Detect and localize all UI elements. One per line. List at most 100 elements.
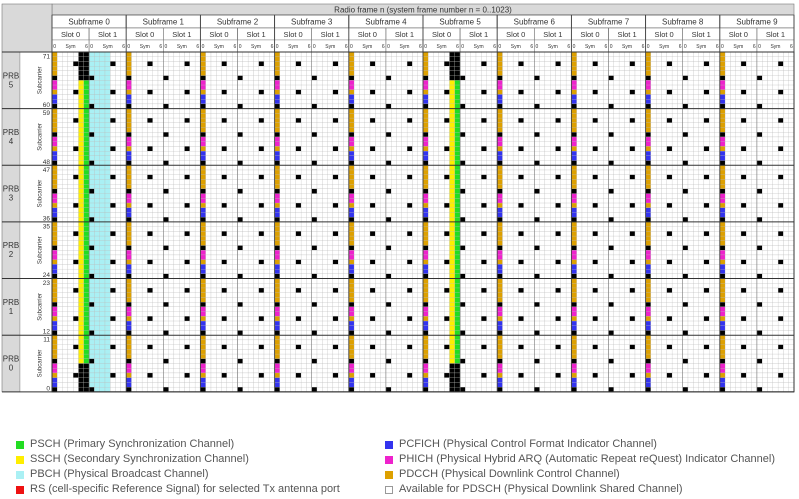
- resource-element-pdsch: [205, 66, 212, 72]
- resource-element-pdcch: [571, 127, 577, 133]
- resource-element-pdsch: [465, 61, 471, 67]
- sym-last-label: 6: [196, 44, 199, 50]
- resource-element-rs: [740, 202, 747, 208]
- resource-element-pdsch: [120, 207, 127, 213]
- resource-element-pdsch: [300, 122, 307, 128]
- resource-element-pdsch: [597, 160, 604, 166]
- resource-element-pdsch: [550, 150, 556, 156]
- resource-element-pdsch: [677, 136, 683, 142]
- resource-element-pdsch: [375, 207, 381, 213]
- resource-element-pdsch: [194, 108, 201, 114]
- resource-element-pdsch: [693, 99, 699, 105]
- resource-element-pdsch: [603, 179, 609, 185]
- resource-element-pdsch: [184, 160, 190, 166]
- resource-element-rs: [682, 160, 689, 166]
- resource-element-pdsch: [359, 122, 365, 128]
- resource-element-pdsch: [401, 188, 408, 194]
- resource-element-rs: [51, 160, 58, 166]
- resource-element-pdsch: [322, 165, 328, 171]
- resource-element-pdsch: [555, 99, 561, 105]
- resource-element-pdsch: [751, 94, 758, 100]
- resource-element-pdsch: [603, 207, 609, 213]
- resource-element-pdsch: [391, 136, 397, 142]
- resource-element-pdsch: [746, 117, 752, 123]
- resource-element-pdsch: [438, 66, 445, 72]
- resource-element-pdsch: [491, 89, 498, 95]
- resource-element-pdsch: [624, 207, 630, 213]
- resource-element-pdsch: [141, 155, 148, 161]
- resource-element-pdsch: [210, 75, 217, 81]
- resource-element-pdcch: [719, 184, 726, 190]
- resource-element-pdcch: [200, 146, 206, 152]
- resource-element-pdsch: [687, 150, 694, 156]
- resource-element-rs: [369, 117, 376, 123]
- resource-element-pdsch: [120, 141, 127, 147]
- resource-element-psch: [454, 193, 461, 199]
- resource-element-pdsch: [359, 117, 365, 123]
- resource-element-pdsch: [502, 127, 508, 133]
- resource-element-pcfich: [719, 155, 726, 161]
- resource-element-phich: [422, 80, 429, 86]
- resource-element-pdsch: [565, 207, 572, 213]
- resource-element-pdsch: [300, 56, 307, 62]
- resource-element-pdsch: [481, 66, 487, 72]
- resource-element-rs: [274, 132, 281, 138]
- resource-element-pdsch: [247, 169, 254, 175]
- resource-element-pdsch: [491, 108, 498, 114]
- resource-element-pbch: [88, 184, 95, 190]
- resource-element-pdsch: [587, 70, 593, 76]
- resource-element-pdsch: [163, 155, 169, 161]
- resource-element-pdsch: [343, 202, 349, 208]
- resource-element-pdsch: [428, 188, 434, 194]
- resource-element-pdsch: [444, 132, 450, 138]
- resource-element-pdsch: [507, 94, 514, 100]
- resource-element-pdsch: [788, 75, 795, 81]
- resource-element-pdsch: [735, 160, 742, 166]
- resource-element-pdsch: [576, 174, 583, 180]
- resource-element-pdsch: [263, 160, 270, 166]
- resource-element-pdsch: [269, 103, 275, 109]
- resource-element-rs: [258, 202, 265, 208]
- resource-element-pdsch: [762, 202, 768, 208]
- resource-element-pdsch: [762, 75, 768, 81]
- resource-element-pdsch: [438, 207, 445, 213]
- resource-element-pdsch: [671, 198, 678, 204]
- resource-element-pdsch: [417, 66, 424, 72]
- resource-element-pdsch: [316, 84, 323, 90]
- resource-element-pdsch: [385, 202, 392, 208]
- resource-element-pdsch: [428, 108, 434, 114]
- resource-element-pdsch: [486, 207, 493, 213]
- resource-element-pdsch: [375, 99, 381, 105]
- resource-element-pdsch: [396, 89, 402, 95]
- resource-element-pdsch: [136, 202, 143, 208]
- resource-element-pdsch: [470, 155, 477, 161]
- resource-element-pdsch: [534, 117, 540, 123]
- resource-element-psch: [83, 169, 90, 175]
- resource-element-pdsch: [306, 150, 312, 156]
- resource-element-pdsch: [332, 160, 339, 166]
- resource-element-pdsch: [767, 150, 773, 156]
- resource-element-psch: [454, 103, 461, 109]
- resource-element-pdsch: [62, 141, 69, 147]
- resource-element-pdsch: [131, 212, 137, 218]
- resource-element-pdsch: [173, 61, 180, 67]
- resource-element-pdsch: [507, 61, 514, 67]
- resource-element-pdsch: [486, 56, 493, 62]
- resource-element-pdcch: [719, 169, 726, 175]
- resource-element-pdcch: [274, 51, 281, 57]
- resource-element-pdsch: [687, 155, 694, 161]
- resource-element-pdsch: [703, 179, 710, 185]
- resource-element-pdsch: [438, 84, 445, 90]
- resource-element-pdsch: [205, 169, 212, 175]
- resource-element-pdsch: [486, 165, 493, 171]
- resource-element-pdsch: [539, 198, 546, 204]
- resource-element-pdsch: [640, 146, 646, 152]
- resource-element-pdcch: [200, 179, 206, 185]
- resource-element-pdsch: [73, 132, 79, 138]
- resource-element-pdsch: [359, 75, 365, 81]
- resource-element-pdsch: [512, 51, 519, 57]
- resource-element-pdsch: [163, 84, 169, 90]
- resource-element-pdsch: [327, 169, 334, 175]
- resource-element-pdsch: [226, 113, 233, 119]
- resource-element-pdsch: [157, 99, 164, 105]
